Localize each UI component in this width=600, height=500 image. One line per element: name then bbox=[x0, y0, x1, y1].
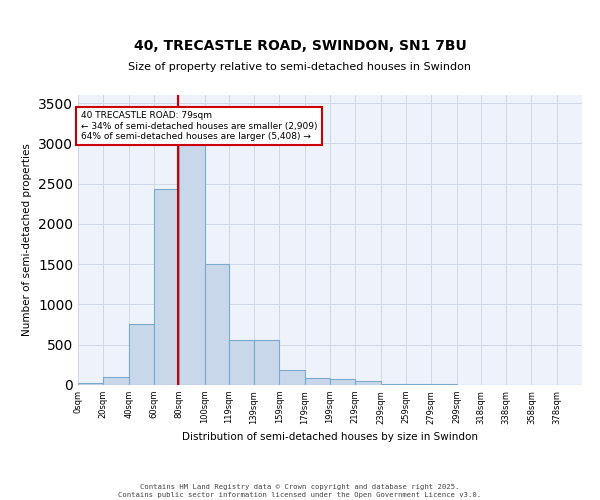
Bar bbox=[406, 384, 431, 385]
Bar bbox=[380, 384, 406, 385]
Text: 40 TRECASTLE ROAD: 79sqm
← 34% of semi-detached houses are smaller (2,909)
64% o: 40 TRECASTLE ROAD: 79sqm ← 34% of semi-d… bbox=[80, 111, 317, 141]
Text: 40, TRECASTLE ROAD, SWINDON, SN1 7BU: 40, TRECASTLE ROAD, SWINDON, SN1 7BU bbox=[134, 38, 466, 52]
Bar bbox=[431, 384, 457, 385]
Bar bbox=[154, 190, 179, 385]
Bar bbox=[305, 378, 330, 385]
Y-axis label: Number of semi-detached properties: Number of semi-detached properties bbox=[22, 144, 32, 336]
Bar bbox=[205, 264, 229, 385]
Bar bbox=[229, 340, 254, 385]
Text: Size of property relative to semi-detached houses in Swindon: Size of property relative to semi-detach… bbox=[128, 62, 472, 72]
Bar bbox=[254, 340, 280, 385]
Bar bbox=[280, 370, 305, 385]
Bar bbox=[330, 380, 355, 385]
Bar bbox=[103, 377, 128, 385]
Bar bbox=[78, 382, 103, 385]
Bar bbox=[179, 121, 205, 385]
Bar bbox=[355, 381, 380, 385]
Bar bbox=[128, 324, 154, 385]
X-axis label: Distribution of semi-detached houses by size in Swindon: Distribution of semi-detached houses by … bbox=[182, 432, 478, 442]
Text: Contains HM Land Registry data © Crown copyright and database right 2025.
Contai: Contains HM Land Registry data © Crown c… bbox=[118, 484, 482, 498]
